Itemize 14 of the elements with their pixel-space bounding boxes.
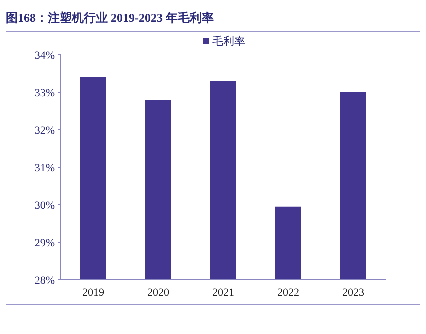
y-tick-label: 33%: [34, 88, 55, 100]
x-tick-label: 2023: [342, 287, 365, 299]
y-tick-label: 34%: [34, 50, 55, 62]
y-tick-label: 32%: [34, 125, 55, 137]
y-tick-label: 30%: [34, 200, 55, 212]
legend-label: 毛利率: [212, 35, 246, 48]
y-tick-label: 31%: [34, 162, 55, 174]
y-tick-label: 29%: [34, 238, 55, 250]
x-tick-label: 2022: [278, 287, 300, 299]
x-tick-label: 2021: [212, 287, 234, 299]
x-tick-label: 2019: [82, 287, 105, 299]
x-tick-label: 2020: [148, 287, 170, 299]
y-tick-label: 28%: [34, 275, 55, 287]
chart-title: 图168：注塑机行业 2019-2023 年毛利率: [6, 11, 214, 25]
